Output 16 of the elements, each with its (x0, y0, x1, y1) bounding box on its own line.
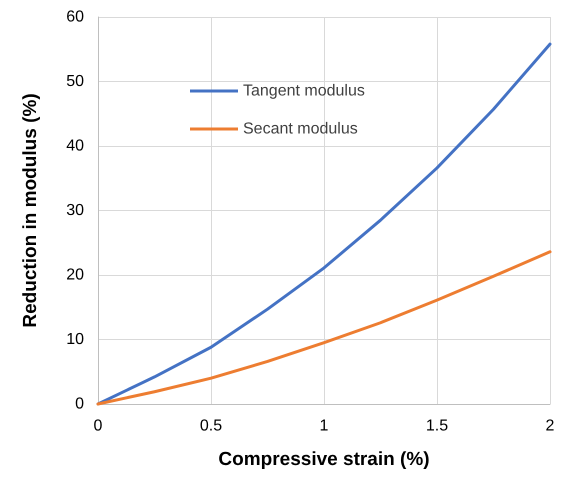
y-tick-label: 20 (66, 266, 84, 284)
y-tick-label: 0 (75, 396, 84, 412)
x-tick-label: 0 (94, 418, 103, 434)
x-tick-label: 1.5 (426, 418, 448, 434)
x-tick-label: 1 (320, 418, 329, 434)
y-tick-label: 30 (66, 202, 84, 219)
y-tick-label: 50 (66, 73, 84, 90)
y-tick-label: 40 (66, 138, 84, 154)
x-axis-title: Compressive strain (%) (218, 449, 430, 470)
x-tick-label: 2 (546, 418, 555, 434)
y-axis-title: Reduction in modulus (%) (20, 93, 41, 328)
y-tick-label: 10 (66, 331, 84, 348)
legend-label: Tangent modulus (243, 82, 365, 100)
x-tick-label: 0.5 (200, 418, 222, 434)
y-tick-label: 60 (66, 8, 84, 26)
legend-label: Secant modulus (243, 120, 358, 138)
